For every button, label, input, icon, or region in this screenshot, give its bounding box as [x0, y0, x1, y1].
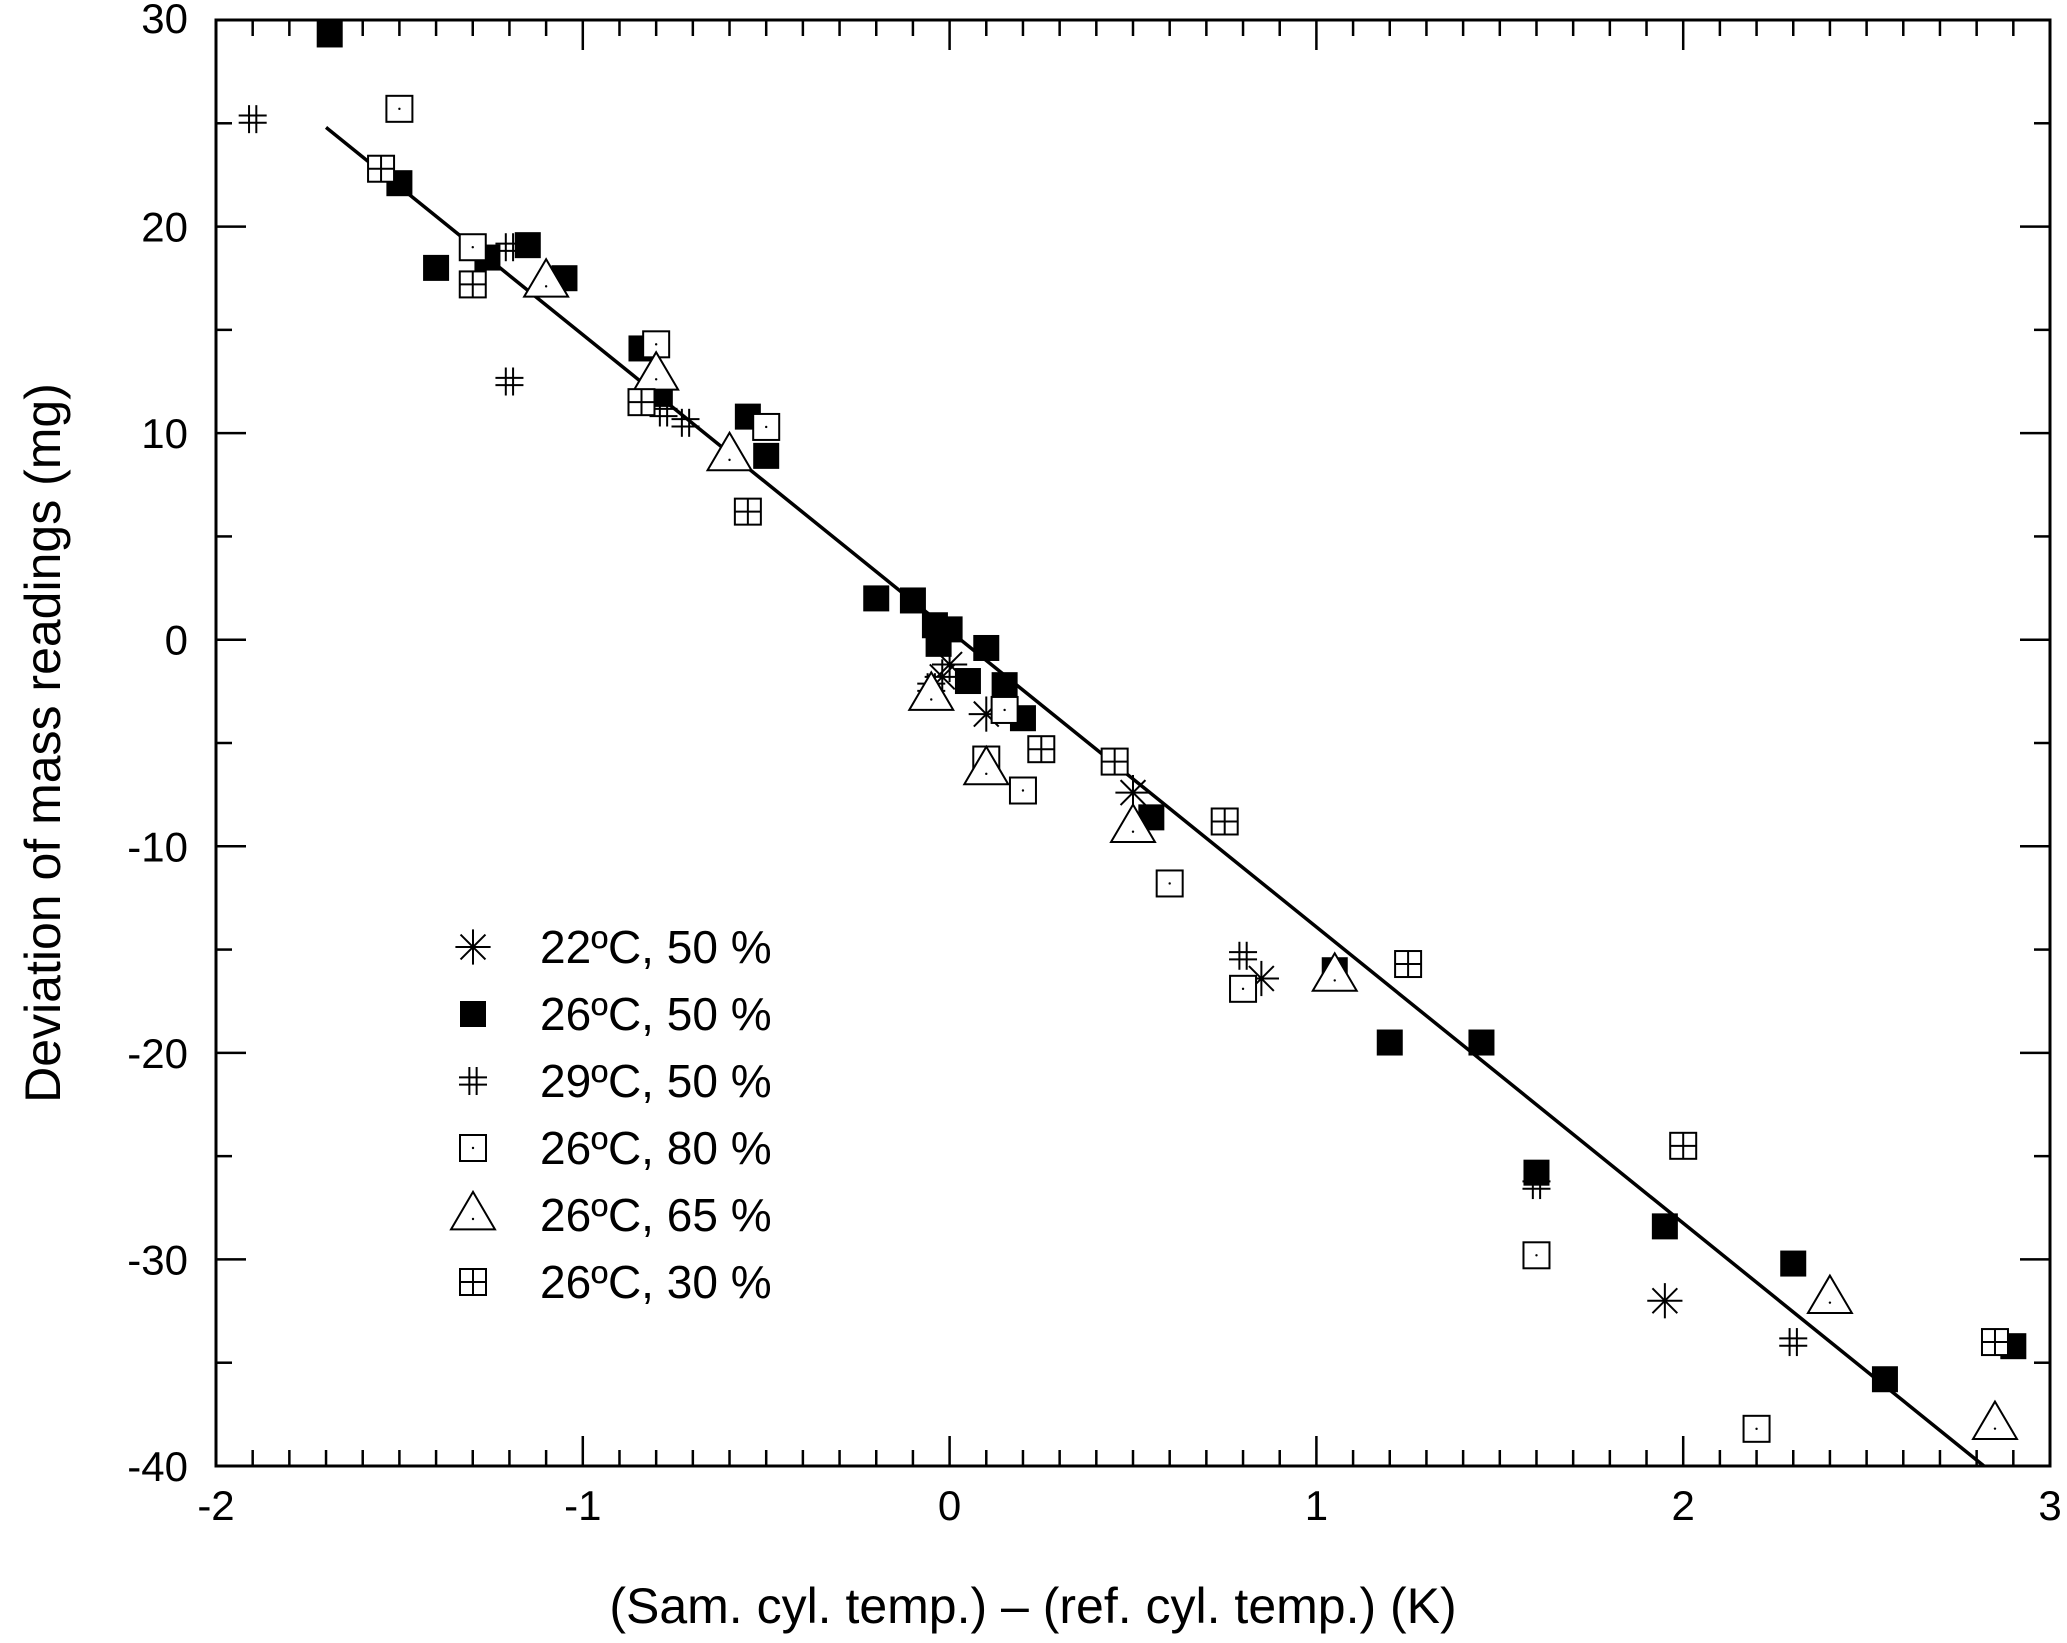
data-point	[752, 412, 781, 441]
data-point	[316, 21, 343, 48]
series-5	[367, 154, 2009, 1357]
data-point	[495, 367, 524, 396]
data-point	[495, 233, 524, 262]
series-1	[316, 21, 2027, 1393]
legend-label: 26ºC, 30 %	[540, 1256, 772, 1308]
data-point	[458, 270, 487, 299]
data-point	[962, 744, 1010, 786]
data-point	[238, 105, 267, 134]
legend-label: 26ºC, 80 %	[540, 1122, 772, 1174]
legend-marker	[459, 1134, 487, 1162]
data-point	[907, 670, 955, 711]
data-point	[671, 408, 700, 437]
fit-line	[324, 126, 1986, 1468]
x-tick-label: 3	[2038, 1482, 2061, 1529]
y-tick-label: -10	[127, 823, 188, 870]
x-tick-label: 2	[1672, 1482, 1695, 1529]
data-point	[385, 94, 414, 123]
y-axis-title: Deviation of mass readings (mg)	[15, 383, 71, 1103]
legend-marker	[455, 929, 491, 965]
data-point	[733, 497, 762, 526]
data-point	[1376, 1029, 1403, 1056]
data-points	[238, 21, 2027, 1443]
x-tick-label: 0	[938, 1482, 961, 1529]
y-tick-label: 10	[141, 410, 188, 457]
data-point	[1647, 1283, 1683, 1319]
data-point	[1522, 1171, 1551, 1200]
legend-marker	[459, 1067, 487, 1095]
data-point	[1115, 774, 1151, 811]
fit-line-group	[324, 126, 1986, 1468]
data-point	[899, 587, 926, 614]
data-point	[1780, 1250, 1807, 1277]
x-tick-label: -2	[197, 1482, 234, 1529]
y-tick-label: 0	[165, 617, 188, 664]
legend-label: 26ºC, 50 %	[540, 988, 772, 1040]
series-0	[924, 646, 1683, 1319]
data-point	[1806, 1273, 1854, 1315]
y-tick-label: -30	[127, 1236, 188, 1283]
data-point	[954, 668, 981, 695]
data-point	[1210, 807, 1239, 836]
data-point	[1468, 1029, 1495, 1056]
data-point	[1008, 776, 1037, 805]
data-point	[991, 672, 1018, 699]
legend: 22ºC, 50 % 26ºC, 50 % 29ºC, 50 % 26ºC, 80 %…	[449, 921, 772, 1308]
series-4	[522, 257, 2019, 1441]
legend-marker	[459, 1268, 487, 1296]
data-point	[1394, 950, 1423, 979]
data-point	[514, 232, 541, 259]
y-tick-label: -40	[127, 1443, 188, 1490]
plot-frame	[214, 18, 2052, 1468]
x-tick-label: -1	[564, 1482, 601, 1529]
data-point	[522, 257, 570, 298]
data-point	[973, 634, 1000, 661]
legend-marker	[460, 1001, 486, 1027]
legend-label: 26ºC, 65 %	[540, 1189, 772, 1241]
data-point	[1109, 802, 1157, 844]
data-point	[632, 350, 680, 391]
data-point	[863, 585, 890, 612]
data-point	[1027, 735, 1056, 764]
axis-ticks	[214, 18, 2052, 1468]
data-point	[1100, 747, 1129, 776]
data-point	[1971, 1399, 2019, 1441]
legend-label: 29ºC, 50 %	[540, 1055, 772, 1107]
y-tick-label: 20	[141, 204, 188, 251]
data-point	[1651, 1213, 1678, 1240]
data-point	[458, 233, 487, 262]
y-tick-label: 30	[141, 0, 188, 42]
legend-label: 22ºC, 50 %	[540, 921, 772, 973]
data-point	[753, 442, 780, 469]
data-point	[1155, 869, 1184, 898]
data-point	[1311, 951, 1359, 992]
data-point	[705, 430, 754, 472]
data-point	[1229, 974, 1258, 1003]
y-tick-label: -20	[127, 1030, 188, 1077]
data-point	[1779, 1328, 1808, 1357]
legend-marker	[449, 1189, 497, 1231]
data-point	[1522, 1241, 1551, 1270]
data-point	[367, 154, 396, 183]
data-point	[1229, 941, 1258, 970]
data-point	[990, 695, 1019, 724]
x-tick-label: 1	[1305, 1482, 1328, 1529]
data-point	[1669, 1131, 1698, 1160]
data-point	[627, 388, 656, 417]
data-point	[423, 254, 450, 281]
data-point	[1742, 1414, 1771, 1443]
data-point	[1980, 1328, 2009, 1357]
x-axis-title: (Sam. cyl. temp.) – (ref. cyl. temp.) (K…	[609, 1578, 1456, 1634]
data-point	[936, 616, 963, 643]
data-point	[1871, 1366, 1898, 1393]
